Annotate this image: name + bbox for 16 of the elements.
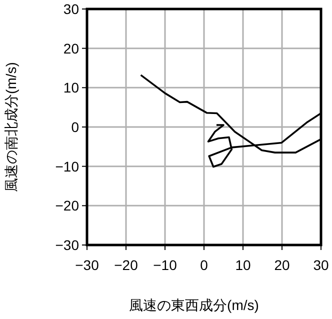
y-tick-label: −30 [55, 237, 80, 253]
x-tick-label: 10 [235, 257, 251, 273]
y-tick-label: 30 [63, 1, 80, 17]
x-tick-label: −20 [114, 257, 138, 273]
y-tick-label: −10 [55, 158, 80, 174]
x-tick-label: 0 [200, 257, 208, 273]
x-tick-label: 20 [274, 257, 290, 273]
y-tick-label: 0 [71, 119, 80, 135]
x-axis-title: 風速の東西成分(m/s) [129, 297, 259, 313]
x-tick-label: 30 [313, 257, 329, 273]
y-tick-label: 10 [63, 80, 80, 96]
y-axis-title: 風速の南北成分(m/s) [3, 62, 19, 192]
y-tick-label: 20 [63, 40, 80, 56]
x-tick-label: −30 [75, 257, 100, 273]
x-tick-label: −10 [153, 257, 178, 273]
y-tick-label: −20 [55, 198, 80, 214]
